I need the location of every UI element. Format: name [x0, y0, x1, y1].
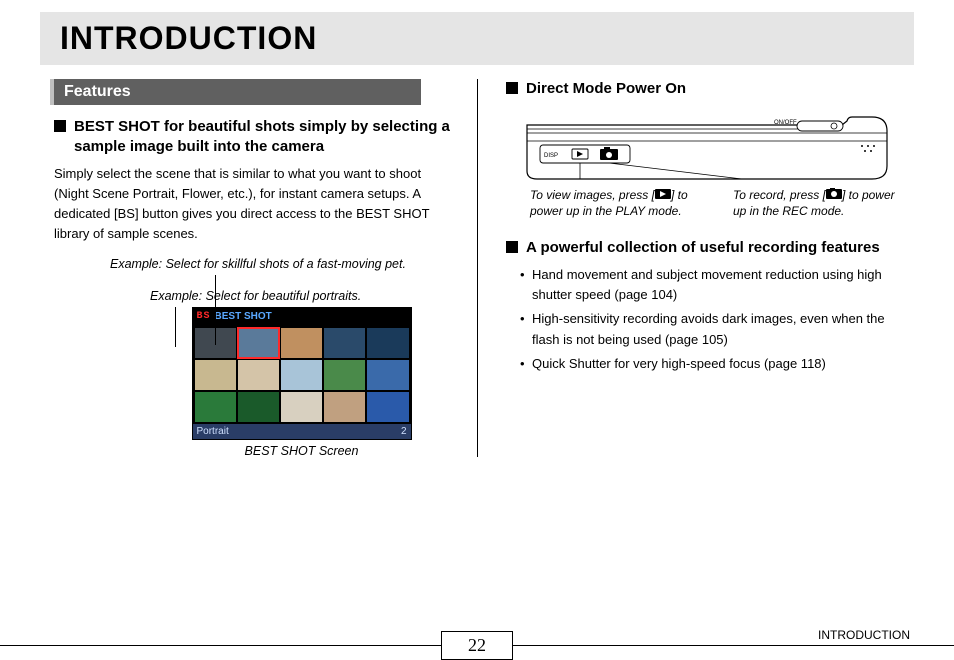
heading-direct-mode: Direct Mode Power On — [502, 79, 904, 99]
bs-bottom-right: 2 — [401, 426, 407, 437]
feature-list: Hand movement and subject movement reduc… — [502, 265, 904, 374]
callout-line-2 — [175, 307, 176, 347]
heading-best-shot: BEST SHOT for beautiful shots simply by … — [50, 117, 453, 156]
bs-bottom-bar: Portrait 2 — [193, 424, 411, 439]
page-title: INTRODUCTION — [60, 20, 914, 57]
square-bullet-icon — [506, 82, 518, 94]
bs-thumb — [238, 392, 279, 422]
example-1: Example: Select for skillful shots of a … — [110, 257, 453, 271]
play-icon — [655, 187, 671, 203]
bs-thumbnail-grid — [193, 326, 411, 424]
heading-text: A powerful collection of useful recordin… — [526, 238, 880, 258]
bs-screen: BS BEST SHOT Portrait 2 — [192, 307, 412, 440]
bs-screen-wrap: BS BEST SHOT Portrait 2 BEST SHOT Screen — [150, 307, 453, 458]
camera-icon — [826, 187, 842, 203]
camera-diagram: ON/OFF DISP — [522, 111, 892, 181]
bs-thumb — [367, 328, 408, 358]
feature-item: Hand movement and subject movement reduc… — [520, 265, 904, 305]
bs-bottom-left: Portrait — [197, 426, 229, 437]
bs-caption: BEST SHOT Screen — [150, 444, 453, 458]
bs-thumb — [281, 392, 322, 422]
camera-captions: To view images, press [] to power up in … — [522, 187, 904, 220]
feature-item: Quick Shutter for very high-speed focus … — [520, 354, 904, 374]
heading-text: Direct Mode Power On — [526, 79, 686, 99]
body-text: Simply select the scene that is similar … — [50, 164, 453, 245]
left-column: Features BEST SHOT for beautiful shots s… — [40, 79, 477, 457]
bs-title: BEST SHOT — [215, 311, 272, 322]
title-bar: INTRODUCTION — [40, 12, 914, 65]
heading-recording-features: A powerful collection of useful recordin… — [502, 238, 904, 258]
caption-play: To view images, press [] to power up in … — [530, 187, 693, 220]
bs-thumb — [324, 328, 365, 358]
feature-item: High-sensitivity recording avoids dark i… — [520, 309, 904, 349]
square-bullet-icon — [54, 120, 66, 132]
heading-text: BEST SHOT for beautiful shots simply by … — [74, 117, 453, 156]
bs-thumb — [238, 328, 279, 358]
callout-line-1 — [215, 275, 216, 345]
right-column: Direct Mode Power On ON/OFF — [477, 79, 914, 457]
bs-thumb — [367, 360, 408, 390]
camera-diagram-wrap: ON/OFF DISP — [522, 111, 904, 220]
bs-top-bar: BS BEST SHOT — [193, 308, 411, 326]
features-tab: Features — [50, 79, 421, 105]
onoff-label: ON/OFF — [774, 120, 797, 126]
bs-thumb — [281, 328, 322, 358]
bs-thumb — [367, 392, 408, 422]
content-columns: Features BEST SHOT for beautiful shots s… — [40, 79, 914, 457]
bs-thumb — [195, 392, 236, 422]
bs-thumb — [324, 360, 365, 390]
bs-thumb — [281, 360, 322, 390]
bs-thumb — [324, 392, 365, 422]
disp-label: DISP — [544, 153, 558, 159]
best-shot-example: Example: Select for skillful shots of a … — [50, 257, 453, 457]
bs-thumb — [195, 360, 236, 390]
caption-rec: To record, press [] to power up in the R… — [733, 187, 896, 220]
square-bullet-icon — [506, 241, 518, 253]
example-2: Example: Select for beautiful portraits. — [150, 289, 453, 303]
footer-section-label: INTRODUCTION — [814, 628, 914, 642]
bs-thumb — [238, 360, 279, 390]
bs-label: BS — [197, 311, 211, 322]
